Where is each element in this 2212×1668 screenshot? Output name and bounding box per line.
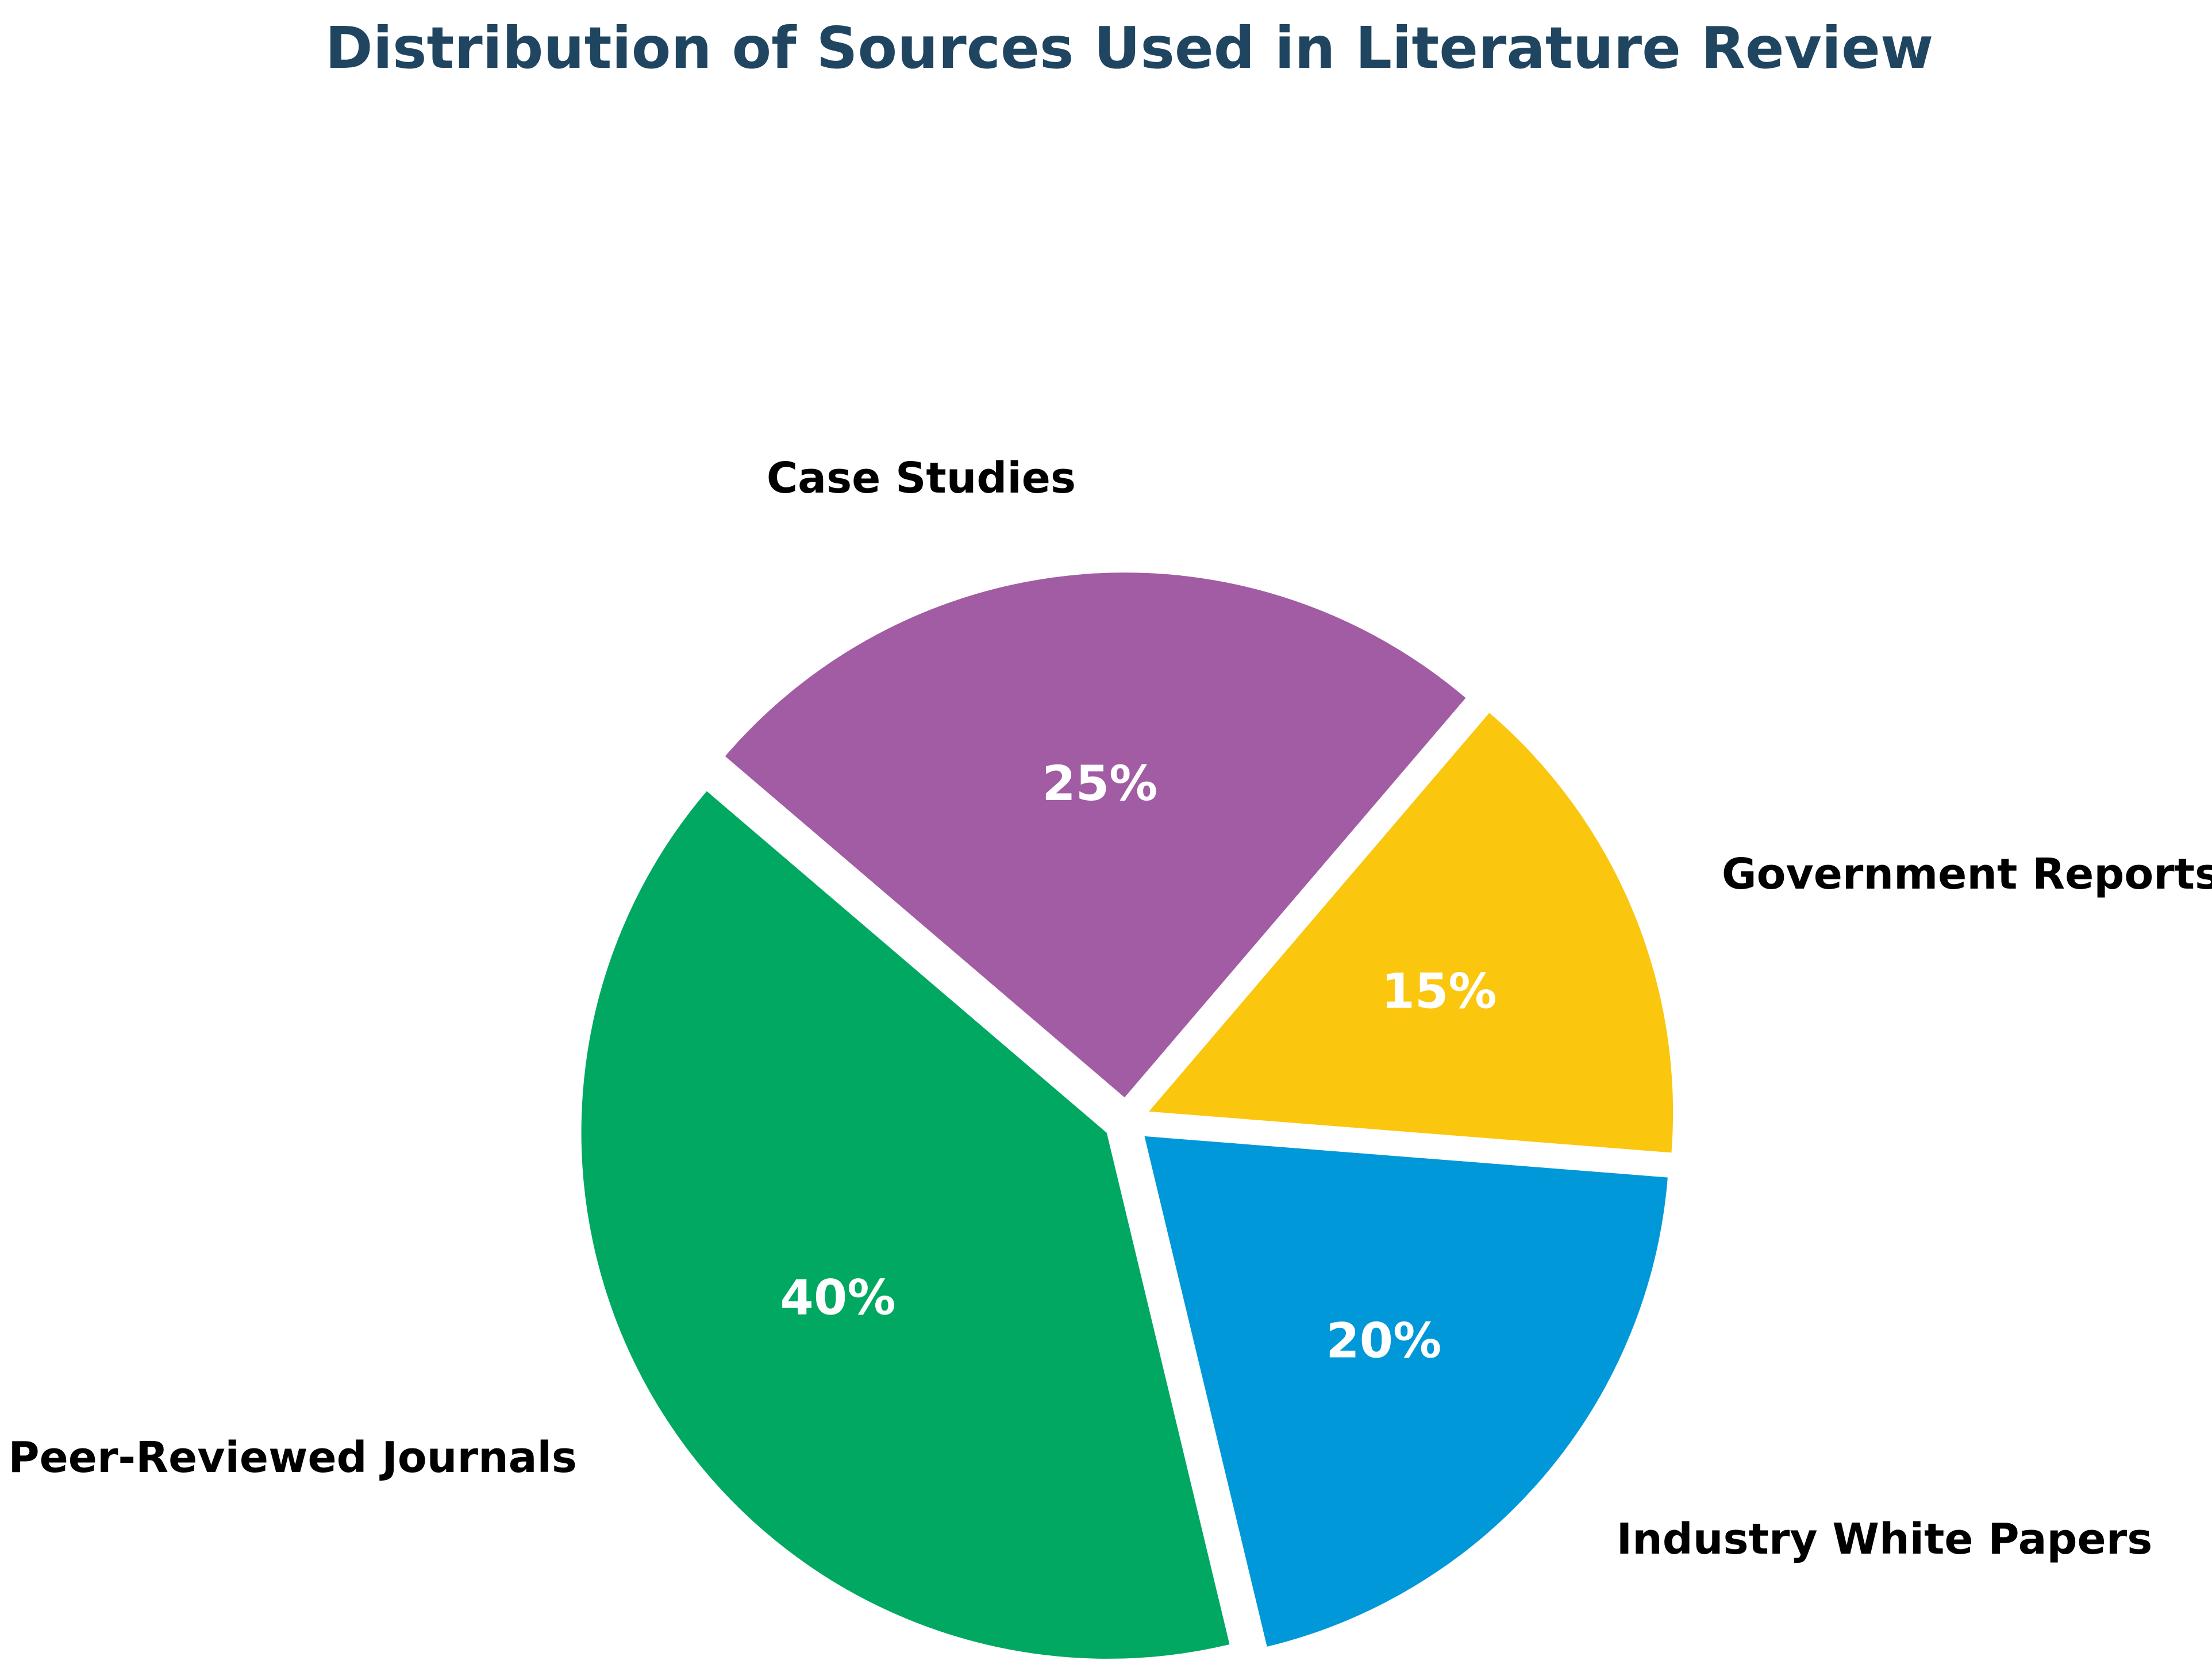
percent-label-peer-reviewed-journals: 40% (780, 1270, 895, 1326)
slice-label-case-studies: Case Studies (767, 453, 1076, 503)
pie-slice-industry-white-papers (1141, 1133, 1671, 1650)
pie-slice-peer-reviewed-journals (579, 787, 1233, 1661)
percent-label-industry-white-papers: 20% (1326, 1312, 1441, 1369)
slice-labels: Peer-Reviewed Journals Industry White Pap… (8, 453, 2212, 1564)
slice-label-industry-white-papers: Industry White Papers (1617, 1515, 2153, 1564)
chart-title: Distribution of Sources Used in Literatu… (325, 14, 1934, 82)
percent-label-government-reports: 15% (1381, 963, 1497, 1020)
percent-label-case-studies: 25% (1042, 755, 1157, 812)
percent-labels: 40% 20% 15% 25% (780, 755, 1497, 1369)
slice-label-peer-reviewed-journals: Peer-Reviewed Journals (8, 1433, 577, 1482)
pie-slice-government-reports (1144, 709, 1676, 1155)
slice-label-government-reports: Government Reports (1722, 850, 2212, 899)
pie-slice-case-studies (722, 570, 1469, 1101)
pie-slices (579, 570, 1676, 1661)
